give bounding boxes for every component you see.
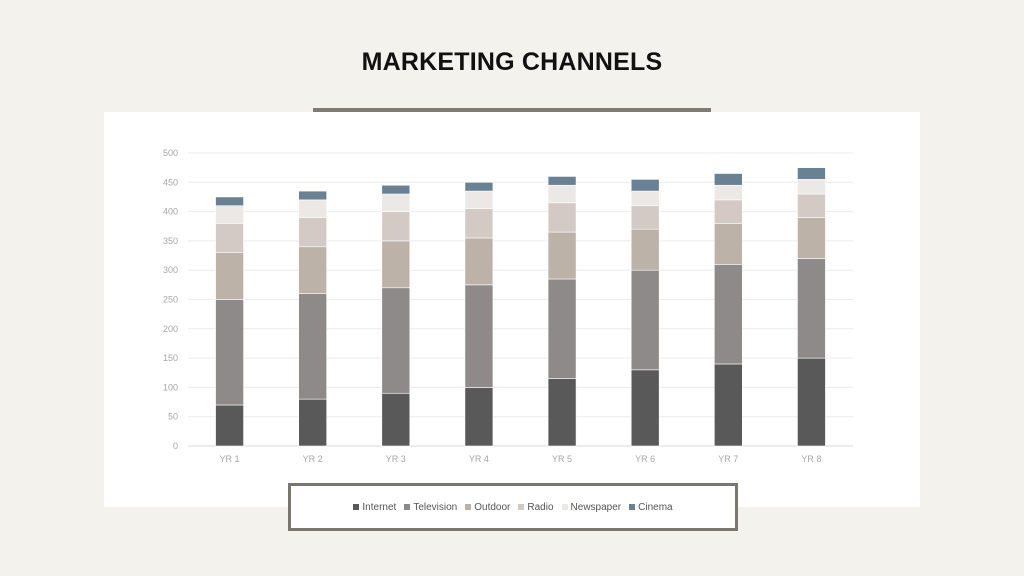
bar-segment-newspaper — [298, 199, 327, 218]
x-tick-label: YR 7 — [718, 454, 738, 464]
bar-segment-outdoor — [714, 223, 743, 265]
legend-label: Cinema — [638, 501, 673, 513]
chart-legend: Internet Television Outdoor Radio Newspaper C… — [288, 483, 738, 531]
bar-segment-radio — [464, 208, 494, 239]
bar-segment-television — [464, 284, 494, 388]
bar-segment-outdoor — [797, 217, 826, 259]
legend-swatch — [353, 504, 360, 510]
bar-segment-radio — [714, 199, 743, 224]
legend-item: Radio — [518, 501, 554, 513]
bar-segment-newspaper — [381, 193, 411, 212]
bar-segment-internet — [547, 378, 577, 447]
legend-swatch — [629, 504, 636, 510]
bar-segment-television — [547, 278, 577, 379]
legend-item: Newspaper — [561, 501, 622, 513]
bar-segment-television — [298, 293, 327, 400]
bar-segment-radio — [797, 193, 826, 218]
y-tick-label: 400 — [163, 207, 178, 217]
bar-segment-outdoor — [215, 252, 244, 300]
y-tick-label: 250 — [163, 295, 178, 305]
y-tick-label: 150 — [163, 353, 178, 363]
legend-label: Outdoor — [474, 501, 511, 513]
x-tick-label: YR 4 — [469, 454, 489, 464]
x-tick-label: YR 3 — [386, 454, 406, 464]
bar-segment-outdoor — [381, 240, 411, 289]
y-tick-label: 500 — [163, 148, 178, 158]
bar-segment-internet — [464, 387, 494, 447]
bar-segment-cinema — [714, 173, 743, 186]
legend-label: Internet — [362, 501, 397, 513]
bar-segment-outdoor — [547, 231, 577, 280]
bar-segment-radio — [298, 217, 327, 248]
bar-segment-internet — [714, 363, 743, 447]
legend-item: Internet — [353, 502, 396, 513]
bar-segment-newspaper — [215, 205, 244, 224]
bar-segment-internet — [797, 357, 826, 447]
bar-segment-newspaper — [630, 190, 660, 207]
bar-segment-television — [381, 287, 411, 394]
bar-segment-television — [630, 269, 660, 371]
x-tick-label: YR 6 — [635, 454, 655, 464]
bar-segment-radio — [630, 205, 660, 230]
bar-segment-newspaper — [464, 190, 494, 209]
stacked-bar-chart: 0 50 100 150 200 250 300 350 400 450 500 YR 1 YR 2 YR… — [163, 148, 853, 464]
legend-label: Television — [413, 501, 458, 513]
y-tick-label: 200 — [163, 324, 178, 334]
bar-segment-cinema — [215, 196, 244, 207]
legend-swatch — [465, 504, 472, 510]
x-tick-label: YR 2 — [303, 454, 323, 464]
bar-segment-newspaper — [714, 184, 743, 201]
bar-segment-television — [797, 258, 826, 359]
bar-segment-cinema — [630, 179, 660, 192]
legend-label: Radio — [527, 501, 554, 513]
bar-segment-cinema — [381, 184, 411, 195]
y-tick-label: 350 — [163, 236, 178, 246]
bar-segment-cinema — [547, 176, 577, 186]
x-tick-label: YR 8 — [801, 454, 821, 464]
legend-item: Cinema — [629, 501, 673, 513]
bar-segment-internet — [215, 404, 244, 447]
legend-item: Outdoor — [465, 502, 510, 513]
legend-item: Television — [404, 502, 457, 513]
legend-swatch — [518, 504, 525, 510]
y-tick-label: 0 — [173, 441, 178, 451]
y-tick-label: 450 — [163, 177, 178, 187]
y-tick-label: 50 — [168, 412, 178, 422]
bar-segment-newspaper — [547, 184, 577, 204]
bar-segment-television — [215, 299, 244, 406]
legend-swatch — [561, 504, 568, 510]
bar-segment-cinema — [464, 182, 494, 192]
y-tick-label: 300 — [163, 265, 178, 275]
bar-segment-internet — [381, 392, 411, 447]
bar-segment-internet — [630, 369, 660, 447]
bar-segment-radio — [381, 211, 411, 242]
x-tick-label: YR 1 — [220, 454, 240, 464]
legend-swatch — [404, 504, 411, 510]
x-tick-label: YR 5 — [552, 454, 572, 464]
bar-segment-outdoor — [298, 246, 327, 294]
y-tick-label: 100 — [163, 382, 178, 392]
bar-segment-internet — [298, 398, 327, 447]
chart-panel: 0 50 100 150 200 250 300 350 400 450 500 YR 1 YR 2 YR… — [104, 112, 920, 507]
bar-segment-television — [714, 264, 743, 365]
title-underline — [313, 108, 711, 113]
bar-segment-radio — [215, 223, 244, 253]
bar-segment-newspaper — [797, 179, 826, 195]
bar-segment-outdoor — [630, 228, 660, 271]
bar-segment-radio — [547, 202, 577, 233]
bar-segment-cinema — [797, 167, 826, 180]
bar-segment-outdoor — [464, 237, 494, 286]
chart-title: MARKETING CHANNELS — [361, 48, 663, 76]
legend-label: Newspaper — [570, 501, 622, 513]
bar-segment-cinema — [298, 190, 327, 201]
